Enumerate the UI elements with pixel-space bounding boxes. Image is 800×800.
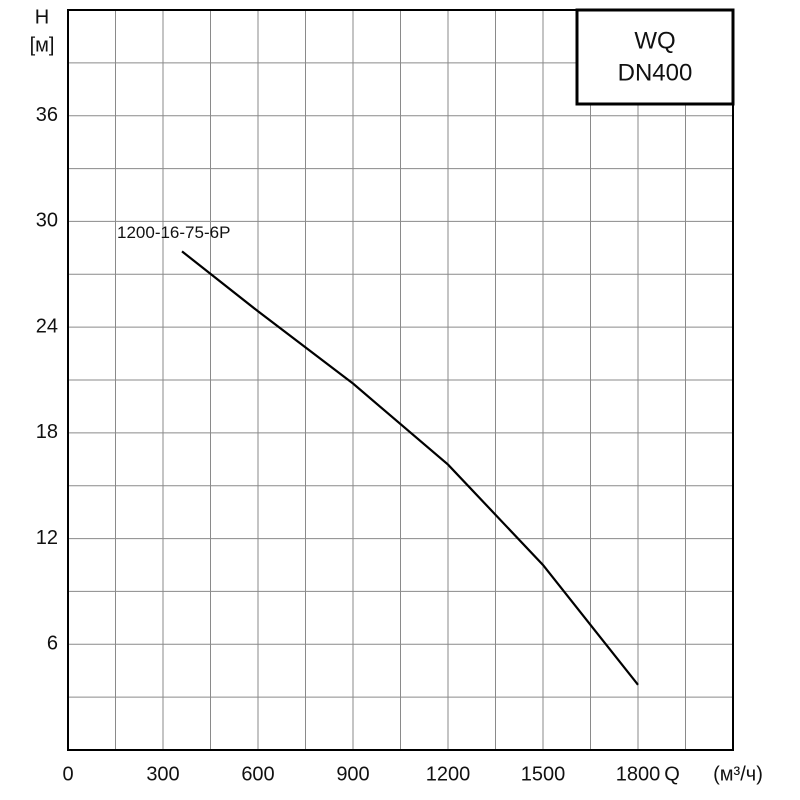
y-axis-unit: [м] <box>30 34 55 56</box>
x-tick-label: 1800 <box>616 763 661 785</box>
x-tick-label: 300 <box>146 763 179 785</box>
x-tick-label: 900 <box>336 763 369 785</box>
y-tick-label: 6 <box>47 633 58 655</box>
y-axis-label: H <box>35 6 49 28</box>
x-axis-label: Q <box>664 763 680 785</box>
x-tick-label: 0 <box>62 763 73 785</box>
x-axis-unit: (м³/ч) <box>713 763 763 785</box>
y-tick-label: 36 <box>36 104 58 126</box>
plot-frame <box>67 9 734 751</box>
y-tick-label: 30 <box>36 210 58 232</box>
y-tick-label: 18 <box>36 421 58 443</box>
chart-title: WQ <box>634 27 675 54</box>
x-tick-label: 600 <box>241 763 274 785</box>
x-tick-label: 1200 <box>426 763 471 785</box>
y-tick-label: 24 <box>36 315 58 337</box>
y-tick-label: 12 <box>36 527 58 549</box>
chart-subtitle: DN400 <box>618 59 693 86</box>
curve-label: 1200-16-75-6P <box>117 223 230 242</box>
legend-box <box>575 8 735 106</box>
x-tick-label: 1500 <box>521 763 566 785</box>
curve <box>181 250 639 686</box>
